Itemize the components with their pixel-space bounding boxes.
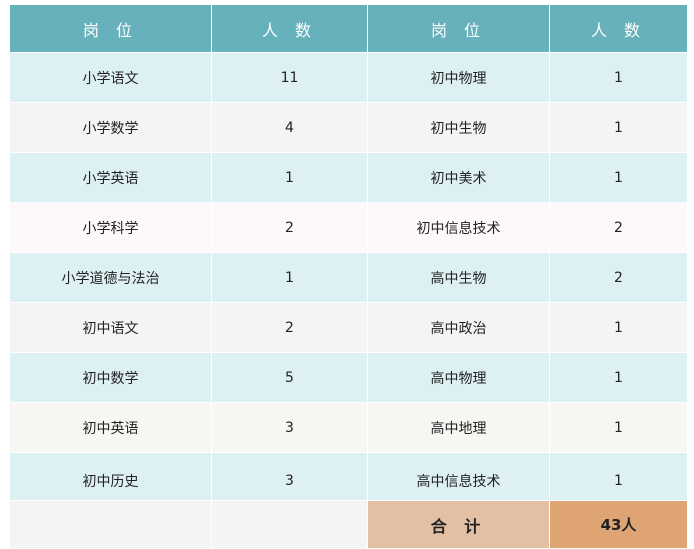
- count-cell: 11: [211, 52, 368, 103]
- count-cell: 3: [211, 402, 368, 453]
- position-cell: 小学语文: [9, 52, 212, 103]
- count-cell: 1: [549, 352, 688, 403]
- position-cell: 小学数学: [9, 102, 212, 153]
- position-cell: 高中信息技术: [367, 452, 550, 501]
- count-cell: 2: [549, 252, 688, 303]
- table-row: 小学语文 11 初中物理 1: [9, 52, 688, 103]
- count-cell: 1: [549, 452, 688, 501]
- count-cell: 5: [211, 352, 368, 403]
- count-cell: 1: [549, 52, 688, 103]
- table-row: 初中数学 5 高中物理 1: [9, 352, 688, 403]
- position-cell: 高中物理: [367, 352, 550, 403]
- count-cell: 2: [211, 302, 368, 353]
- total-value: 43人: [549, 500, 688, 549]
- total-row: 合 计 43人: [9, 500, 688, 549]
- header-row: 岗 位 人 数 岗 位 人 数: [9, 4, 688, 53]
- positions-table: 岗 位 人 数 岗 位 人 数 小学语文 11 初中物理 1 小学数学 4 初中生物 1 小学英…: [9, 4, 688, 549]
- count-cell: 1: [211, 252, 368, 303]
- table-row: 初中语文 2 高中政治 1: [9, 302, 688, 353]
- count-cell: 1: [549, 402, 688, 453]
- count-cell: 1: [549, 302, 688, 353]
- position-cell: 高中政治: [367, 302, 550, 353]
- empty-cell: [211, 500, 368, 549]
- position-cell: 小学英语: [9, 152, 212, 203]
- count-cell: 1: [211, 152, 368, 203]
- count-cell: 4: [211, 102, 368, 153]
- header-count: 人 数: [211, 4, 368, 53]
- position-cell: 小学科学: [9, 202, 212, 253]
- table-row: 小学道德与法治 1 高中生物 2: [9, 252, 688, 303]
- count-cell: 3: [211, 452, 368, 501]
- position-cell: 高中地理: [367, 402, 550, 453]
- count-cell: 1: [549, 152, 688, 203]
- position-cell: 初中数学: [9, 352, 212, 403]
- count-cell: 2: [549, 202, 688, 253]
- position-cell: 小学道德与法治: [9, 252, 212, 303]
- header-count: 人 数: [549, 4, 688, 53]
- position-cell: 高中生物: [367, 252, 550, 303]
- table-row: 小学数学 4 初中生物 1: [9, 102, 688, 153]
- position-cell: 初中语文: [9, 302, 212, 353]
- count-cell: 1: [549, 102, 688, 153]
- table-row: 小学英语 1 初中美术 1: [9, 152, 688, 203]
- header-position: 岗 位: [9, 4, 212, 53]
- position-cell: 初中生物: [367, 102, 550, 153]
- count-cell: 2: [211, 202, 368, 253]
- empty-cell: [9, 500, 212, 549]
- table-row: 初中历史 3 高中信息技术 1: [9, 452, 688, 501]
- total-label: 合 计: [367, 500, 550, 549]
- table-row: 初中英语 3 高中地理 1: [9, 402, 688, 453]
- position-cell: 初中美术: [367, 152, 550, 203]
- position-cell: 初中英语: [9, 402, 212, 453]
- table-row: 小学科学 2 初中信息技术 2: [9, 202, 688, 253]
- position-cell: 初中物理: [367, 52, 550, 103]
- header-position: 岗 位: [367, 4, 550, 53]
- position-cell: 初中历史: [9, 452, 212, 501]
- position-cell: 初中信息技术: [367, 202, 550, 253]
